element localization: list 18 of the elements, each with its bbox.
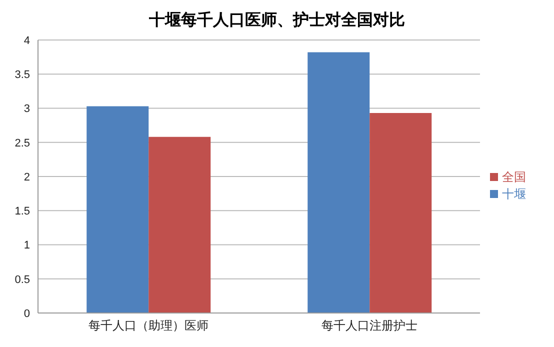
bar [308, 52, 370, 313]
legend-label: 十堰 [502, 186, 526, 200]
x-tick-label: 每千人口注册护士 [322, 318, 418, 333]
y-tick-label: 1.5 [14, 206, 30, 218]
y-tick-label: 3.5 [14, 69, 30, 82]
legend-label: 全国 [502, 170, 526, 184]
y-tick-label: 0 [24, 308, 30, 320]
y-tick-label: 2.5 [14, 137, 30, 150]
bar [86, 106, 149, 313]
bar [148, 136, 211, 313]
y-tick-label: 4 [24, 34, 30, 47]
x-tick-label: 每千人口（助理）医师 [88, 318, 208, 333]
y-tick-label: 2 [24, 171, 30, 184]
y-tick-label: 3 [24, 103, 30, 116]
bar [370, 113, 432, 313]
chart-title: 十堰每千人口医师、护士对全国对比 [148, 9, 406, 31]
y-tick-label: 1 [24, 240, 30, 252]
y-tick-label: 0.5 [14, 274, 30, 286]
